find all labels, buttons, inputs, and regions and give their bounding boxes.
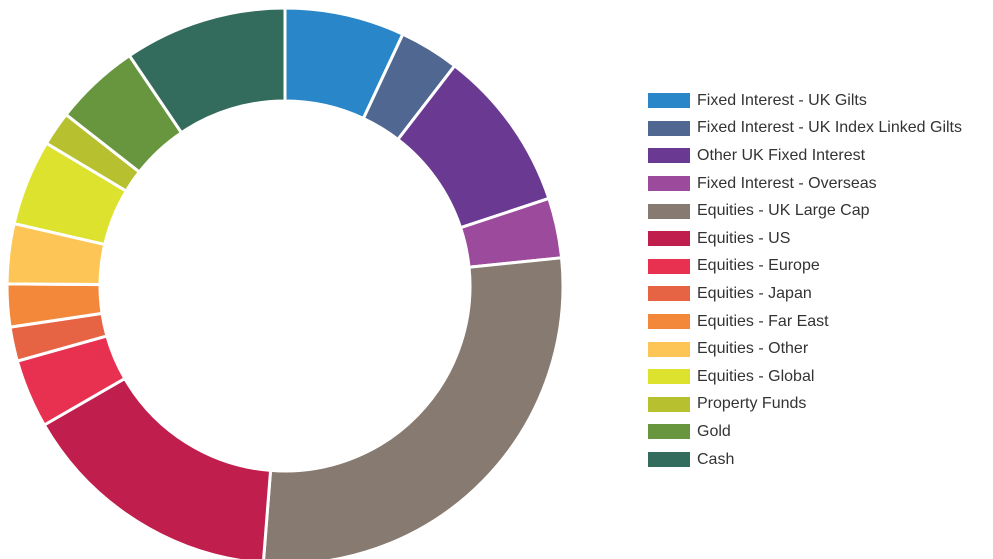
legend-swatch	[648, 176, 690, 192]
legend-item-property-funds[interactable]: Property Funds	[648, 391, 993, 419]
legend-label: Equities - Europe	[697, 257, 820, 275]
legend-swatch	[648, 341, 690, 357]
legend-label: Equities - Far East	[697, 312, 829, 330]
legend-swatch	[648, 120, 690, 136]
legend-swatch	[648, 286, 690, 302]
legend-label: Fixed Interest - UK Gilts	[697, 91, 867, 109]
donut-chart	[5, 6, 565, 559]
legend-item-fixed-interest-uk-gilts[interactable]: Fixed Interest - UK Gilts	[648, 87, 993, 115]
legend-label: Other UK Fixed Interest	[697, 146, 866, 164]
legend-item-equities-uk-large-cap[interactable]: Equities - UK Large Cap	[648, 197, 993, 225]
legend-label: Equities - Other	[697, 340, 809, 358]
legend-item-equities-us[interactable]: Equities - US	[648, 225, 993, 253]
legend-item-cash[interactable]: Cash	[648, 446, 993, 474]
legend-swatch	[648, 369, 690, 385]
legend-item-equities-europe[interactable]: Equities - Europe	[648, 253, 993, 281]
legend-item-fixed-interest-uk-index-linked-gilts[interactable]: Fixed Interest - UK Index Linked Gilts	[648, 115, 993, 143]
legend-swatch	[648, 93, 690, 109]
legend-swatch	[648, 452, 690, 468]
legend-label: Equities - Japan	[697, 284, 812, 302]
legend-swatch	[648, 396, 690, 412]
legend-label: Equities - UK Large Cap	[697, 202, 870, 220]
slice-equities-uk-large-cap[interactable]	[262, 256, 565, 559]
legend-swatch	[648, 314, 690, 330]
legend-label: Property Funds	[697, 395, 807, 413]
legend-label: Cash	[697, 450, 735, 468]
legend-item-gold[interactable]: Gold	[648, 418, 993, 446]
legend-swatch	[648, 148, 690, 164]
legend-item-equities-global[interactable]: Equities - Global	[648, 363, 993, 391]
legend-swatch	[648, 424, 690, 440]
legend-swatch	[648, 258, 690, 274]
legend-label: Fixed Interest - Overseas	[697, 174, 877, 192]
legend-item-equities-japan[interactable]: Equities - Japan	[648, 280, 993, 308]
legend-swatch	[648, 231, 690, 247]
legend-label: Equities - Global	[697, 367, 815, 385]
legend-item-other-uk-fixed-interest[interactable]: Other UK Fixed Interest	[648, 142, 993, 170]
legend-item-fixed-interest-overseas[interactable]: Fixed Interest - Overseas	[648, 170, 993, 198]
slice-cash[interactable]	[127, 6, 287, 135]
legend: Fixed Interest - UK Gilts Fixed Interest …	[648, 87, 993, 473]
legend-item-equities-far-east[interactable]: Equities - Far East	[648, 308, 993, 336]
legend-label: Equities - US	[697, 229, 791, 247]
legend-label: Gold	[697, 422, 731, 440]
legend-swatch	[648, 203, 690, 219]
legend-item-equities-other[interactable]: Equities - Other	[648, 335, 993, 363]
legend-label: Fixed Interest - UK Index Linked Gilts	[697, 119, 962, 137]
